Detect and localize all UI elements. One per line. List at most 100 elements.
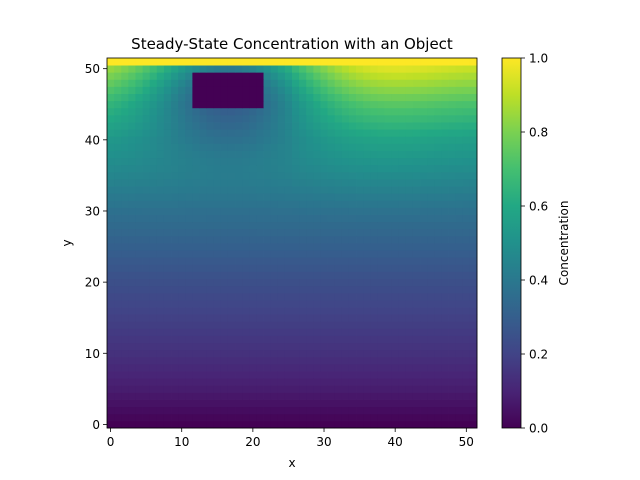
heatmap-cell [391, 193, 400, 201]
heatmap-cell [427, 214, 435, 223]
heatmap-cell [434, 342, 442, 351]
heatmap-cell [163, 114, 172, 123]
heatmap-cell [334, 335, 343, 344]
heatmap-cell [441, 221, 449, 230]
heatmap-cell [128, 193, 136, 201]
heatmap-cell [249, 186, 257, 194]
heatmap-cell [206, 221, 215, 230]
heatmap-cell [178, 207, 186, 215]
heatmap-cell [469, 420, 478, 429]
heatmap-cell [448, 292, 457, 301]
heatmap-cell [114, 58, 122, 66]
heatmap-cell [242, 186, 250, 194]
heatmap-cell [149, 186, 158, 194]
colorbar-tick-label: 0.6 [529, 200, 548, 214]
heatmap-cell [114, 314, 122, 322]
heatmap-cell [227, 157, 236, 166]
heatmap-cell [398, 399, 407, 408]
heatmap-cell [263, 378, 272, 386]
heatmap-cell [235, 335, 243, 344]
heatmap-cell [441, 143, 449, 151]
heatmap-cell [284, 235, 293, 244]
heatmap-cell [213, 93, 222, 102]
heatmap-cell [377, 65, 385, 73]
heatmap-cell [192, 114, 200, 123]
heatmap-cell [277, 122, 286, 130]
heatmap-cell [249, 122, 257, 130]
heatmap-cell [220, 114, 229, 123]
heatmap-cell [249, 164, 257, 173]
heatmap-cell [363, 406, 371, 415]
heatmap-cell [121, 328, 129, 336]
heatmap-cell [114, 122, 122, 130]
heatmap-cell [448, 164, 457, 173]
heatmap-cell [334, 250, 343, 258]
heatmap-cell [448, 271, 457, 279]
heatmap-cell [263, 193, 272, 201]
heatmap-cell [142, 328, 151, 336]
heatmap-cell [320, 86, 328, 94]
heatmap-cell [128, 200, 136, 208]
heatmap-cell [405, 342, 414, 351]
heatmap-cell [235, 100, 243, 109]
heatmap-cell [114, 193, 122, 201]
heatmap-cell [405, 385, 414, 393]
heatmap-cell [434, 214, 442, 223]
heatmap-cell [363, 356, 371, 365]
heatmap-cell [242, 193, 250, 201]
heatmap-cell [412, 86, 421, 94]
heatmap-cell [114, 392, 122, 400]
heatmap-cell [114, 107, 122, 116]
heatmap-cell [171, 378, 179, 386]
heatmap-cell [235, 363, 243, 372]
heatmap-cell [292, 292, 300, 301]
heatmap-cell [199, 58, 208, 66]
heatmap-cell [384, 221, 393, 230]
heatmap-cell [427, 321, 435, 329]
heatmap-cell [469, 264, 478, 272]
heatmap-cell [448, 413, 457, 422]
heatmap-cell [441, 299, 449, 308]
heatmap-cell [128, 378, 136, 386]
heatmap-cell [384, 271, 393, 279]
heatmap-cell [441, 186, 449, 194]
heatmap-cell [128, 122, 136, 130]
heatmap-cell [448, 129, 457, 137]
heatmap-cell [199, 413, 208, 422]
heatmap-cell [405, 157, 414, 166]
heatmap-cell [220, 228, 229, 237]
heatmap-cell [363, 378, 371, 386]
heatmap-cell [412, 221, 421, 230]
heatmap-cell [348, 143, 357, 151]
heatmap-cell [405, 72, 414, 80]
heatmap-cell [178, 413, 186, 422]
heatmap-cell [142, 299, 151, 308]
heatmap-cell [320, 257, 328, 265]
heatmap-cell [384, 207, 393, 215]
heatmap-cell [178, 200, 186, 208]
heatmap-cell [384, 79, 393, 87]
heatmap-cell [356, 328, 364, 336]
heatmap-cell [163, 371, 172, 379]
heatmap-cell [256, 321, 264, 329]
heatmap-cell [299, 413, 307, 422]
heatmap-cell [391, 292, 400, 301]
heatmap-cell [135, 271, 143, 279]
heatmap-cell [206, 371, 215, 379]
heatmap-cell [313, 349, 321, 358]
heatmap-cell [206, 271, 215, 279]
heatmap-cell [185, 122, 193, 130]
heatmap-cell [114, 385, 122, 393]
heatmap-cell [178, 107, 186, 116]
heatmap-cell [320, 107, 328, 116]
heatmap-cell [384, 72, 393, 80]
heatmap-cell [356, 385, 364, 393]
heatmap-cell [412, 271, 421, 279]
heatmap-cell [306, 371, 314, 379]
heatmap-cell [384, 307, 393, 315]
heatmap-cell [455, 221, 464, 230]
heatmap-cell [185, 228, 193, 237]
heatmap-cell [270, 58, 279, 66]
heatmap-cell [420, 307, 428, 315]
heatmap-cell [299, 65, 307, 73]
